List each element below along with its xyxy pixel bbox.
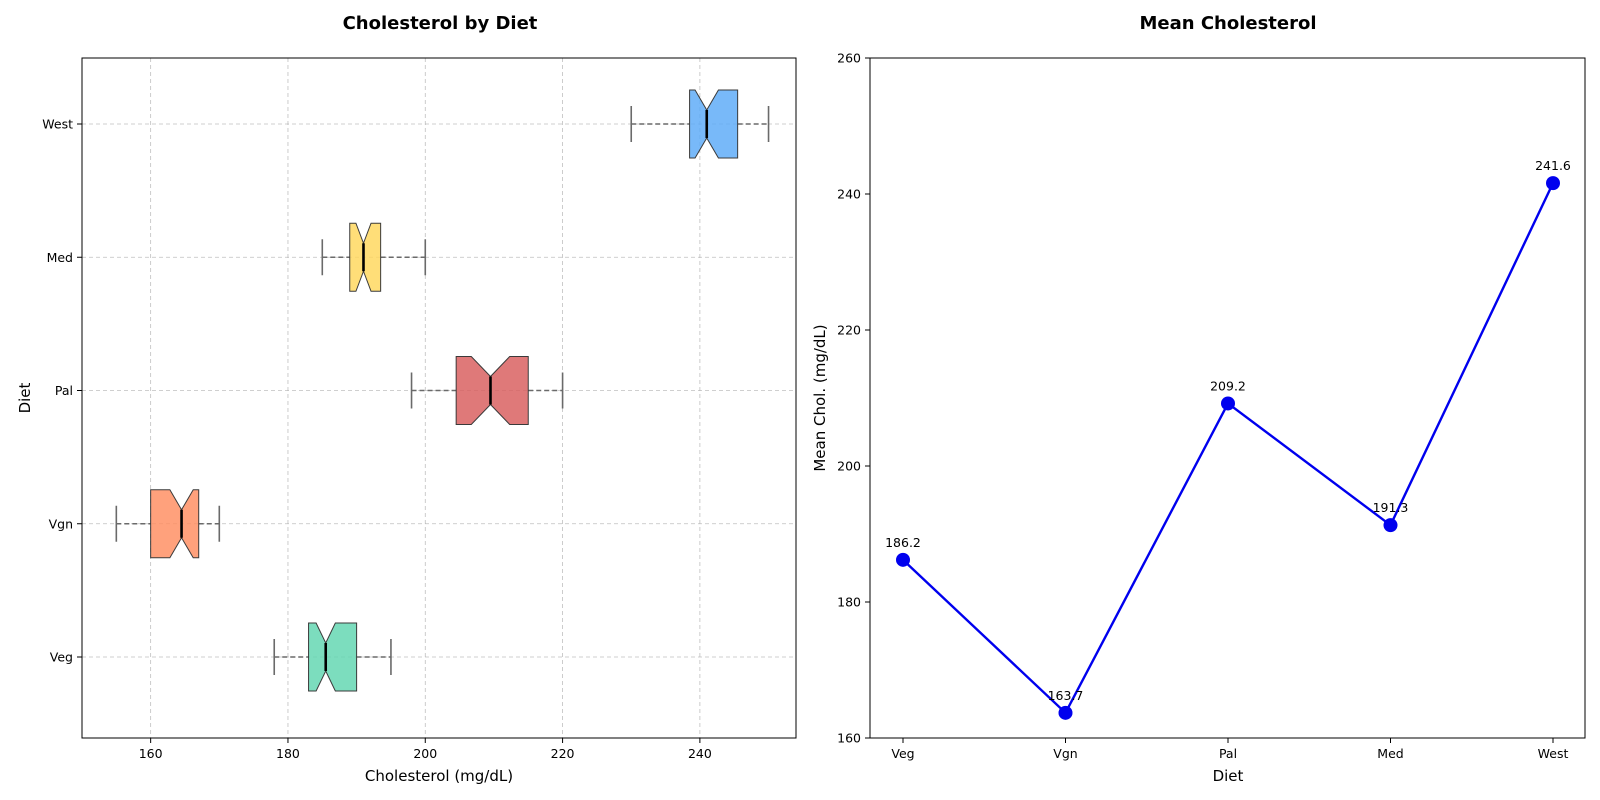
line-y-label: Mean Chol. (mg/dL) xyxy=(811,324,829,471)
line-x-label: Diet xyxy=(1213,767,1244,785)
boxplot-x-label: Cholesterol (mg/dL) xyxy=(365,767,513,785)
boxplot-x-tick-label: 160 xyxy=(139,746,163,761)
line-y-tick-label: 240 xyxy=(837,187,861,202)
box-body xyxy=(689,89,739,159)
box-west xyxy=(630,89,770,159)
boxplot-y-tick-label: Pal xyxy=(55,383,73,398)
boxplot-axes-frame xyxy=(81,57,797,739)
line-title: Mean Cholesterol xyxy=(1139,13,1316,34)
boxplot-x-tick-label: 220 xyxy=(551,746,575,761)
boxplot-y-ticks: Veg Vgn Pal Med West xyxy=(42,117,82,665)
box-pal xyxy=(410,356,564,425)
line-x-tick-label: Pal xyxy=(1219,746,1237,761)
line-x-tick-label: Med xyxy=(1377,746,1403,761)
line-y-ticks: 160 180 200 220 240 260 xyxy=(837,51,870,746)
boxplot-x-tick-label: 180 xyxy=(276,746,300,761)
boxplot-grid xyxy=(82,58,796,738)
mean-data-label: 209.2 xyxy=(1210,378,1246,393)
box-med xyxy=(321,222,427,292)
mean-point xyxy=(896,552,910,567)
boxplot-x-ticks: 160 180 200 220 240 xyxy=(139,738,712,761)
boxplot-y-tick-label: Med xyxy=(47,250,73,265)
boxplot-y-label: Diet xyxy=(16,382,34,413)
box-veg xyxy=(273,622,392,692)
mean-data-label: 186.2 xyxy=(885,535,921,550)
line-y-tick-label: 180 xyxy=(837,595,861,610)
box-body xyxy=(308,622,358,692)
boxplot-y-tick-label: West xyxy=(42,117,73,132)
box-body xyxy=(150,489,200,559)
mean-point xyxy=(1383,518,1398,533)
line-x-tick-label: Veg xyxy=(891,746,914,761)
mean-data-label: 241.6 xyxy=(1535,158,1571,173)
boxplot-x-tick-label: 240 xyxy=(688,746,712,761)
line-series: 186.2 163.7 209.2 191.3 241.6 xyxy=(885,158,1571,720)
boxplot-boxes xyxy=(115,89,770,692)
line-y-tick-label: 160 xyxy=(837,731,861,746)
boxplot-panel: Cholesterol by Diet 160 180 200 220 240 VegV… xyxy=(16,13,797,785)
mean-data-label: 163.7 xyxy=(1048,688,1084,703)
box-vgn xyxy=(115,489,221,559)
mean-point xyxy=(1546,176,1560,191)
mean-line xyxy=(902,182,1555,715)
boxplot-y-tick-label: Vgn xyxy=(49,516,73,531)
line-y-tick-label: 220 xyxy=(837,323,861,338)
line-x-tick-label: Vgn xyxy=(1053,746,1077,761)
mean-point xyxy=(1221,396,1235,411)
mean-data-label: 191.3 xyxy=(1373,500,1409,515)
box-body xyxy=(349,222,382,292)
line-x-tick-label: West xyxy=(1538,746,1569,761)
boxplot-title: Cholesterol by Diet xyxy=(343,13,538,34)
mean-point xyxy=(1058,705,1073,720)
boxplot-y-tick-label: Veg xyxy=(50,650,73,665)
boxplot-x-tick-label: 200 xyxy=(413,746,437,761)
line-y-tick-label: 260 xyxy=(837,51,861,66)
line-x-ticks: Veg Vgn Pal Med West xyxy=(891,738,1568,761)
line-y-tick-label: 200 xyxy=(837,459,861,474)
box-body xyxy=(455,356,529,425)
